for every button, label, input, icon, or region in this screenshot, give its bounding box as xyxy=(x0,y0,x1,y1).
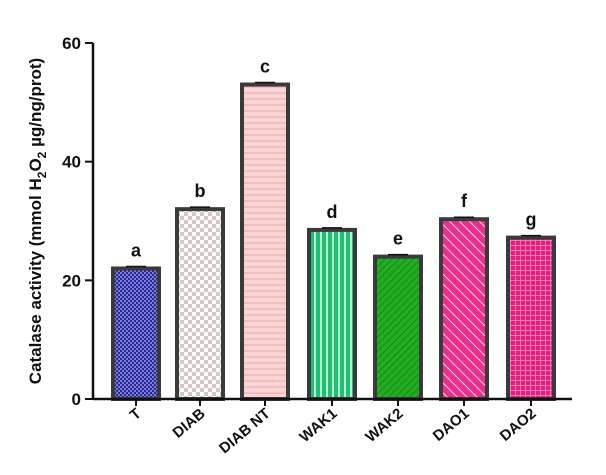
significance-label: d xyxy=(327,202,338,222)
bar-wak1 xyxy=(307,227,357,401)
y-tick-label: 60 xyxy=(62,34,81,53)
bar-dao1 xyxy=(439,217,489,401)
significance-label: c xyxy=(260,57,270,77)
x-tick-label: DAO2 xyxy=(497,405,540,445)
bar-diab xyxy=(175,207,225,401)
y-tick-label: 0 xyxy=(72,390,81,409)
x-tick-label: WAK1 xyxy=(296,405,340,446)
significance-label: a xyxy=(131,240,142,260)
y-axis-title-sub2: 2 xyxy=(35,151,49,158)
bar-dao2 xyxy=(506,235,556,401)
bar-t xyxy=(111,266,161,402)
y-axis-title-suffix: µg/ng/prot) xyxy=(26,58,45,152)
y-tick-label: 20 xyxy=(62,271,81,290)
significance-label: b xyxy=(195,181,206,201)
bars-group xyxy=(111,81,556,402)
x-tick-label: DAO1 xyxy=(430,405,473,445)
y-axis-title-prefix: Catalase activity (mmol H xyxy=(26,178,45,384)
significance-label: g xyxy=(526,210,537,230)
y-axis-title: Catalase activity (mmol H2O2 µg/ng/prot) xyxy=(26,58,49,384)
significance-label: e xyxy=(393,229,403,249)
y-tick-label: 40 xyxy=(62,153,81,172)
x-tick-label: WAK2 xyxy=(362,405,406,446)
bar-wak2 xyxy=(373,254,423,401)
significance-label: f xyxy=(461,191,468,211)
y-axis-title-mid: O xyxy=(26,158,45,171)
x-tick-label: DIAB xyxy=(170,405,209,442)
x-tick-label: DIAB NT xyxy=(216,405,274,457)
y-ticks-group: 0 20 40 60 xyxy=(62,34,532,409)
bar-diab-nt xyxy=(240,82,290,402)
y-axis-title-sub1: 2 xyxy=(35,171,49,178)
x-tick-label: T xyxy=(127,405,145,424)
